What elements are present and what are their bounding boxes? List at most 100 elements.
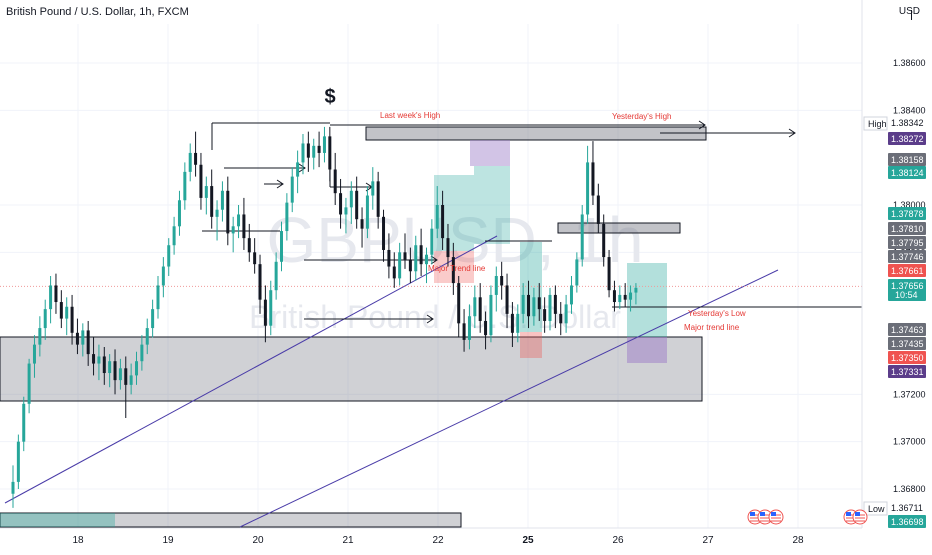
major-trend-line-label-1: Major Trend line bbox=[428, 264, 486, 273]
candle-body bbox=[473, 297, 477, 317]
resistance-zone bbox=[365, 126, 707, 141]
candle-body bbox=[467, 316, 471, 340]
price-tag: 1.37878 bbox=[891, 209, 924, 219]
price-tag-bg bbox=[888, 515, 926, 528]
x-tick-label: 28 bbox=[792, 535, 804, 546]
short-entry-box bbox=[470, 140, 510, 166]
price-tag: 1.37810 bbox=[891, 224, 924, 234]
countdown: 10:54 bbox=[895, 290, 918, 300]
candle-body bbox=[494, 276, 498, 295]
candle-body bbox=[306, 143, 310, 158]
candle-body bbox=[505, 285, 509, 314]
candle-body bbox=[521, 294, 525, 314]
watermark-name: British Pound / U.S. Dollar bbox=[249, 299, 621, 335]
currency-label[interactable]: USD bbox=[898, 6, 920, 17]
level-arrow-2-head bbox=[276, 179, 284, 189]
bottom-zone-highlight bbox=[0, 513, 115, 527]
level-arrow-1-head bbox=[298, 163, 306, 173]
time-axis-bg bbox=[0, 528, 862, 550]
us-flag-icon-canton bbox=[855, 512, 860, 516]
candle-body bbox=[301, 143, 305, 163]
candle-body bbox=[92, 354, 96, 364]
price-tag-bg bbox=[888, 236, 926, 249]
candle-body bbox=[177, 200, 181, 227]
candle-body bbox=[591, 162, 595, 196]
price-tag-bg bbox=[888, 351, 926, 364]
y-tick-label: 1.36800 bbox=[893, 484, 926, 494]
candle-body bbox=[129, 375, 133, 385]
candle-body bbox=[516, 313, 520, 333]
yesterday-high-label: Yesterday's High bbox=[612, 112, 672, 121]
dollar-annotation: $ bbox=[324, 86, 335, 108]
candle-body bbox=[27, 363, 31, 404]
candle-body bbox=[537, 297, 541, 310]
price-tag: 1.36698 bbox=[891, 517, 924, 527]
price-tag: 1.37795 bbox=[891, 238, 924, 248]
candle-body bbox=[612, 290, 616, 303]
candle-body bbox=[596, 195, 600, 224]
candle-body bbox=[161, 266, 165, 286]
candle-body bbox=[124, 368, 128, 385]
low-pill bbox=[863, 501, 888, 516]
y-tick-label: 1.38000 bbox=[893, 200, 926, 210]
long-target-box-2 bbox=[474, 166, 510, 244]
candle-body bbox=[167, 245, 171, 267]
candle-body bbox=[274, 261, 278, 291]
candles bbox=[11, 126, 638, 508]
candle-body bbox=[38, 328, 42, 345]
yesterday-high-arrow-head bbox=[788, 128, 796, 138]
x-tick-label: 25 bbox=[522, 535, 534, 546]
candle-body bbox=[602, 223, 606, 258]
candle-body bbox=[553, 294, 557, 314]
y-tick-label: 1.38400 bbox=[893, 105, 926, 115]
last-week-high-label: Last week's High bbox=[380, 111, 440, 120]
candle-body bbox=[478, 297, 482, 321]
watermark: GBPUSD, 1h British Pound / U.S. Dollar bbox=[249, 204, 643, 335]
candle-body bbox=[188, 152, 192, 172]
candle-body bbox=[11, 481, 15, 494]
candle-body bbox=[634, 287, 638, 293]
support-zone bbox=[0, 336, 703, 402]
candle-body bbox=[108, 361, 112, 374]
event-flags[interactable] bbox=[747, 509, 868, 525]
candle-body bbox=[231, 226, 235, 234]
candle-body bbox=[194, 152, 198, 165]
candle-body bbox=[172, 226, 176, 246]
price-tag-bg bbox=[888, 365, 926, 378]
candle-body bbox=[81, 330, 85, 345]
candle-body bbox=[623, 294, 627, 300]
trend-line-2 bbox=[239, 269, 779, 528]
price-tag: 1.37350 bbox=[891, 353, 924, 363]
grid bbox=[0, 24, 862, 528]
candle-body bbox=[607, 257, 611, 291]
candle-body bbox=[280, 231, 283, 262]
us-flag-icon-canton bbox=[771, 512, 776, 516]
bottom-zone bbox=[0, 512, 462, 528]
purple-box bbox=[627, 337, 667, 363]
price-tag: 1.37331 bbox=[891, 367, 924, 377]
price-tag: 1.38124 bbox=[891, 168, 924, 178]
currency-divider bbox=[911, 10, 912, 20]
candle-body bbox=[16, 441, 20, 482]
candle-body bbox=[543, 309, 547, 321]
candle-body bbox=[457, 283, 461, 324]
price-tag: 1.37435 bbox=[891, 339, 924, 349]
candle-body bbox=[575, 259, 579, 286]
price-tag-bg bbox=[888, 132, 926, 145]
x-tick-label: 22 bbox=[432, 535, 444, 546]
candle-body bbox=[510, 313, 514, 333]
price-tag: 1.37746 bbox=[891, 252, 924, 262]
candle-body bbox=[500, 276, 504, 286]
candle-body bbox=[237, 214, 241, 227]
candle-body bbox=[548, 294, 552, 321]
mini-zone bbox=[557, 222, 681, 234]
candle-body bbox=[59, 302, 63, 319]
candle-body bbox=[204, 186, 208, 198]
high-pill bbox=[863, 116, 888, 131]
price-tag-bg bbox=[888, 250, 926, 263]
candle-body bbox=[32, 344, 36, 364]
price-tag-bg bbox=[888, 222, 926, 235]
price-tag-bg bbox=[888, 207, 926, 220]
